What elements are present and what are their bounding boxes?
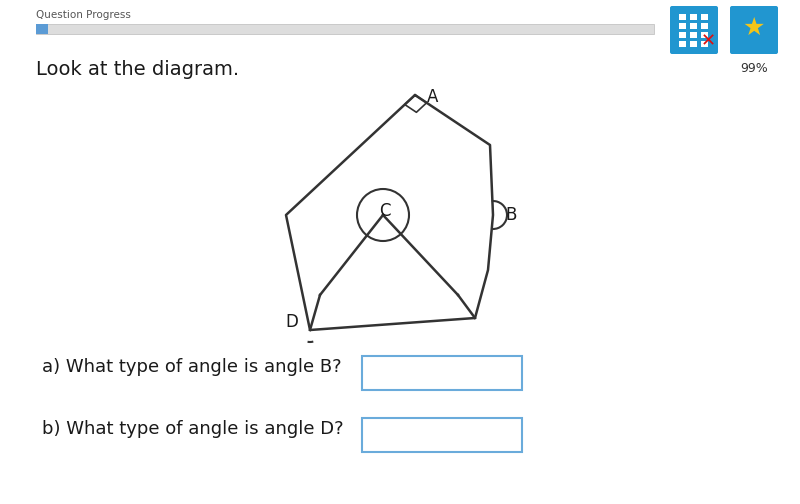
Text: 99%: 99% [740,62,768,75]
Bar [679,32,686,38]
Text: ★: ★ [743,16,765,40]
Bar [679,23,686,29]
Bar [36,24,48,34]
Bar [690,23,697,29]
Bar [362,356,522,390]
Bar [690,32,697,38]
Text: B: B [506,206,517,224]
Bar [701,14,708,20]
Bar [701,23,708,29]
Bar [679,14,686,20]
FancyBboxPatch shape [670,6,718,54]
Bar [362,418,522,452]
Bar [701,32,708,38]
Text: Look at the diagram.: Look at the diagram. [36,60,239,79]
Bar [690,14,697,20]
Text: C: C [379,202,390,220]
Bar [701,41,708,47]
Text: b) What type of angle is angle D?: b) What type of angle is angle D? [42,420,344,438]
Text: A: A [427,88,438,106]
Text: a) What type of angle is angle B?: a) What type of angle is angle B? [42,358,342,376]
Bar [690,41,697,47]
Bar [36,24,654,34]
Text: D: D [286,313,298,331]
Text: ✕: ✕ [701,32,715,50]
FancyBboxPatch shape [730,6,778,54]
Bar [679,41,686,47]
Text: Question Progress: Question Progress [36,10,131,20]
